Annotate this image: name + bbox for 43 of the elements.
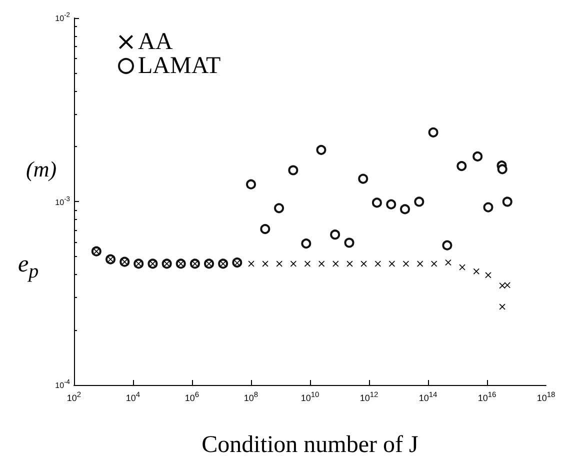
y-tick-label: 10$^{-4}$: [55, 379, 70, 390]
point: [262, 260, 268, 267]
y-tick-label: 10$^{-3}$: [55, 196, 70, 206]
x-tick-label: 10$^{12}$: [360, 390, 378, 403]
point: [346, 260, 353, 267]
x-tick-label: 10$^{10}$: [300, 390, 320, 403]
legend-label: AA: [138, 29, 174, 55]
point: [246, 179, 256, 190]
point: [360, 260, 367, 267]
x-tick-label: 10$^{6}$: [184, 390, 200, 403]
point: [442, 240, 452, 250]
point: [400, 204, 410, 214]
point: [301, 238, 312, 249]
point: [473, 268, 480, 274]
y-axis-title: e$_{p}$: [18, 251, 39, 282]
x-tick-label: 10$^{16}$: [478, 390, 496, 403]
point: [456, 161, 467, 172]
point: [372, 198, 382, 208]
legend-label: LAMAT: [138, 53, 222, 79]
point: [288, 165, 298, 176]
x-tick-label: 10$^{2}$: [66, 390, 82, 403]
point: [414, 196, 424, 207]
point: [248, 260, 254, 267]
point: [499, 282, 506, 289]
point: [276, 260, 282, 267]
x-tick-label: 10$^{8}$: [244, 390, 258, 403]
point: [358, 174, 368, 184]
x-tick-label: 10$^{4}$: [126, 390, 140, 403]
point: [386, 199, 396, 210]
point: [274, 203, 284, 214]
point: [428, 127, 438, 138]
point: [344, 238, 354, 248]
point: [332, 260, 339, 267]
x-tick-label: 10$^{18}$: [536, 390, 556, 403]
text: (m): [26, 156, 57, 182]
point: [316, 144, 326, 155]
y-tick-label: 10$^{-2}$: [55, 12, 70, 23]
point: [260, 224, 270, 234]
x-axis-title: Condition number of J: [202, 432, 418, 458]
point: [330, 230, 340, 240]
point: [483, 202, 494, 212]
point: [459, 264, 466, 270]
x-tick-label: 10$^{14}$: [418, 390, 438, 403]
